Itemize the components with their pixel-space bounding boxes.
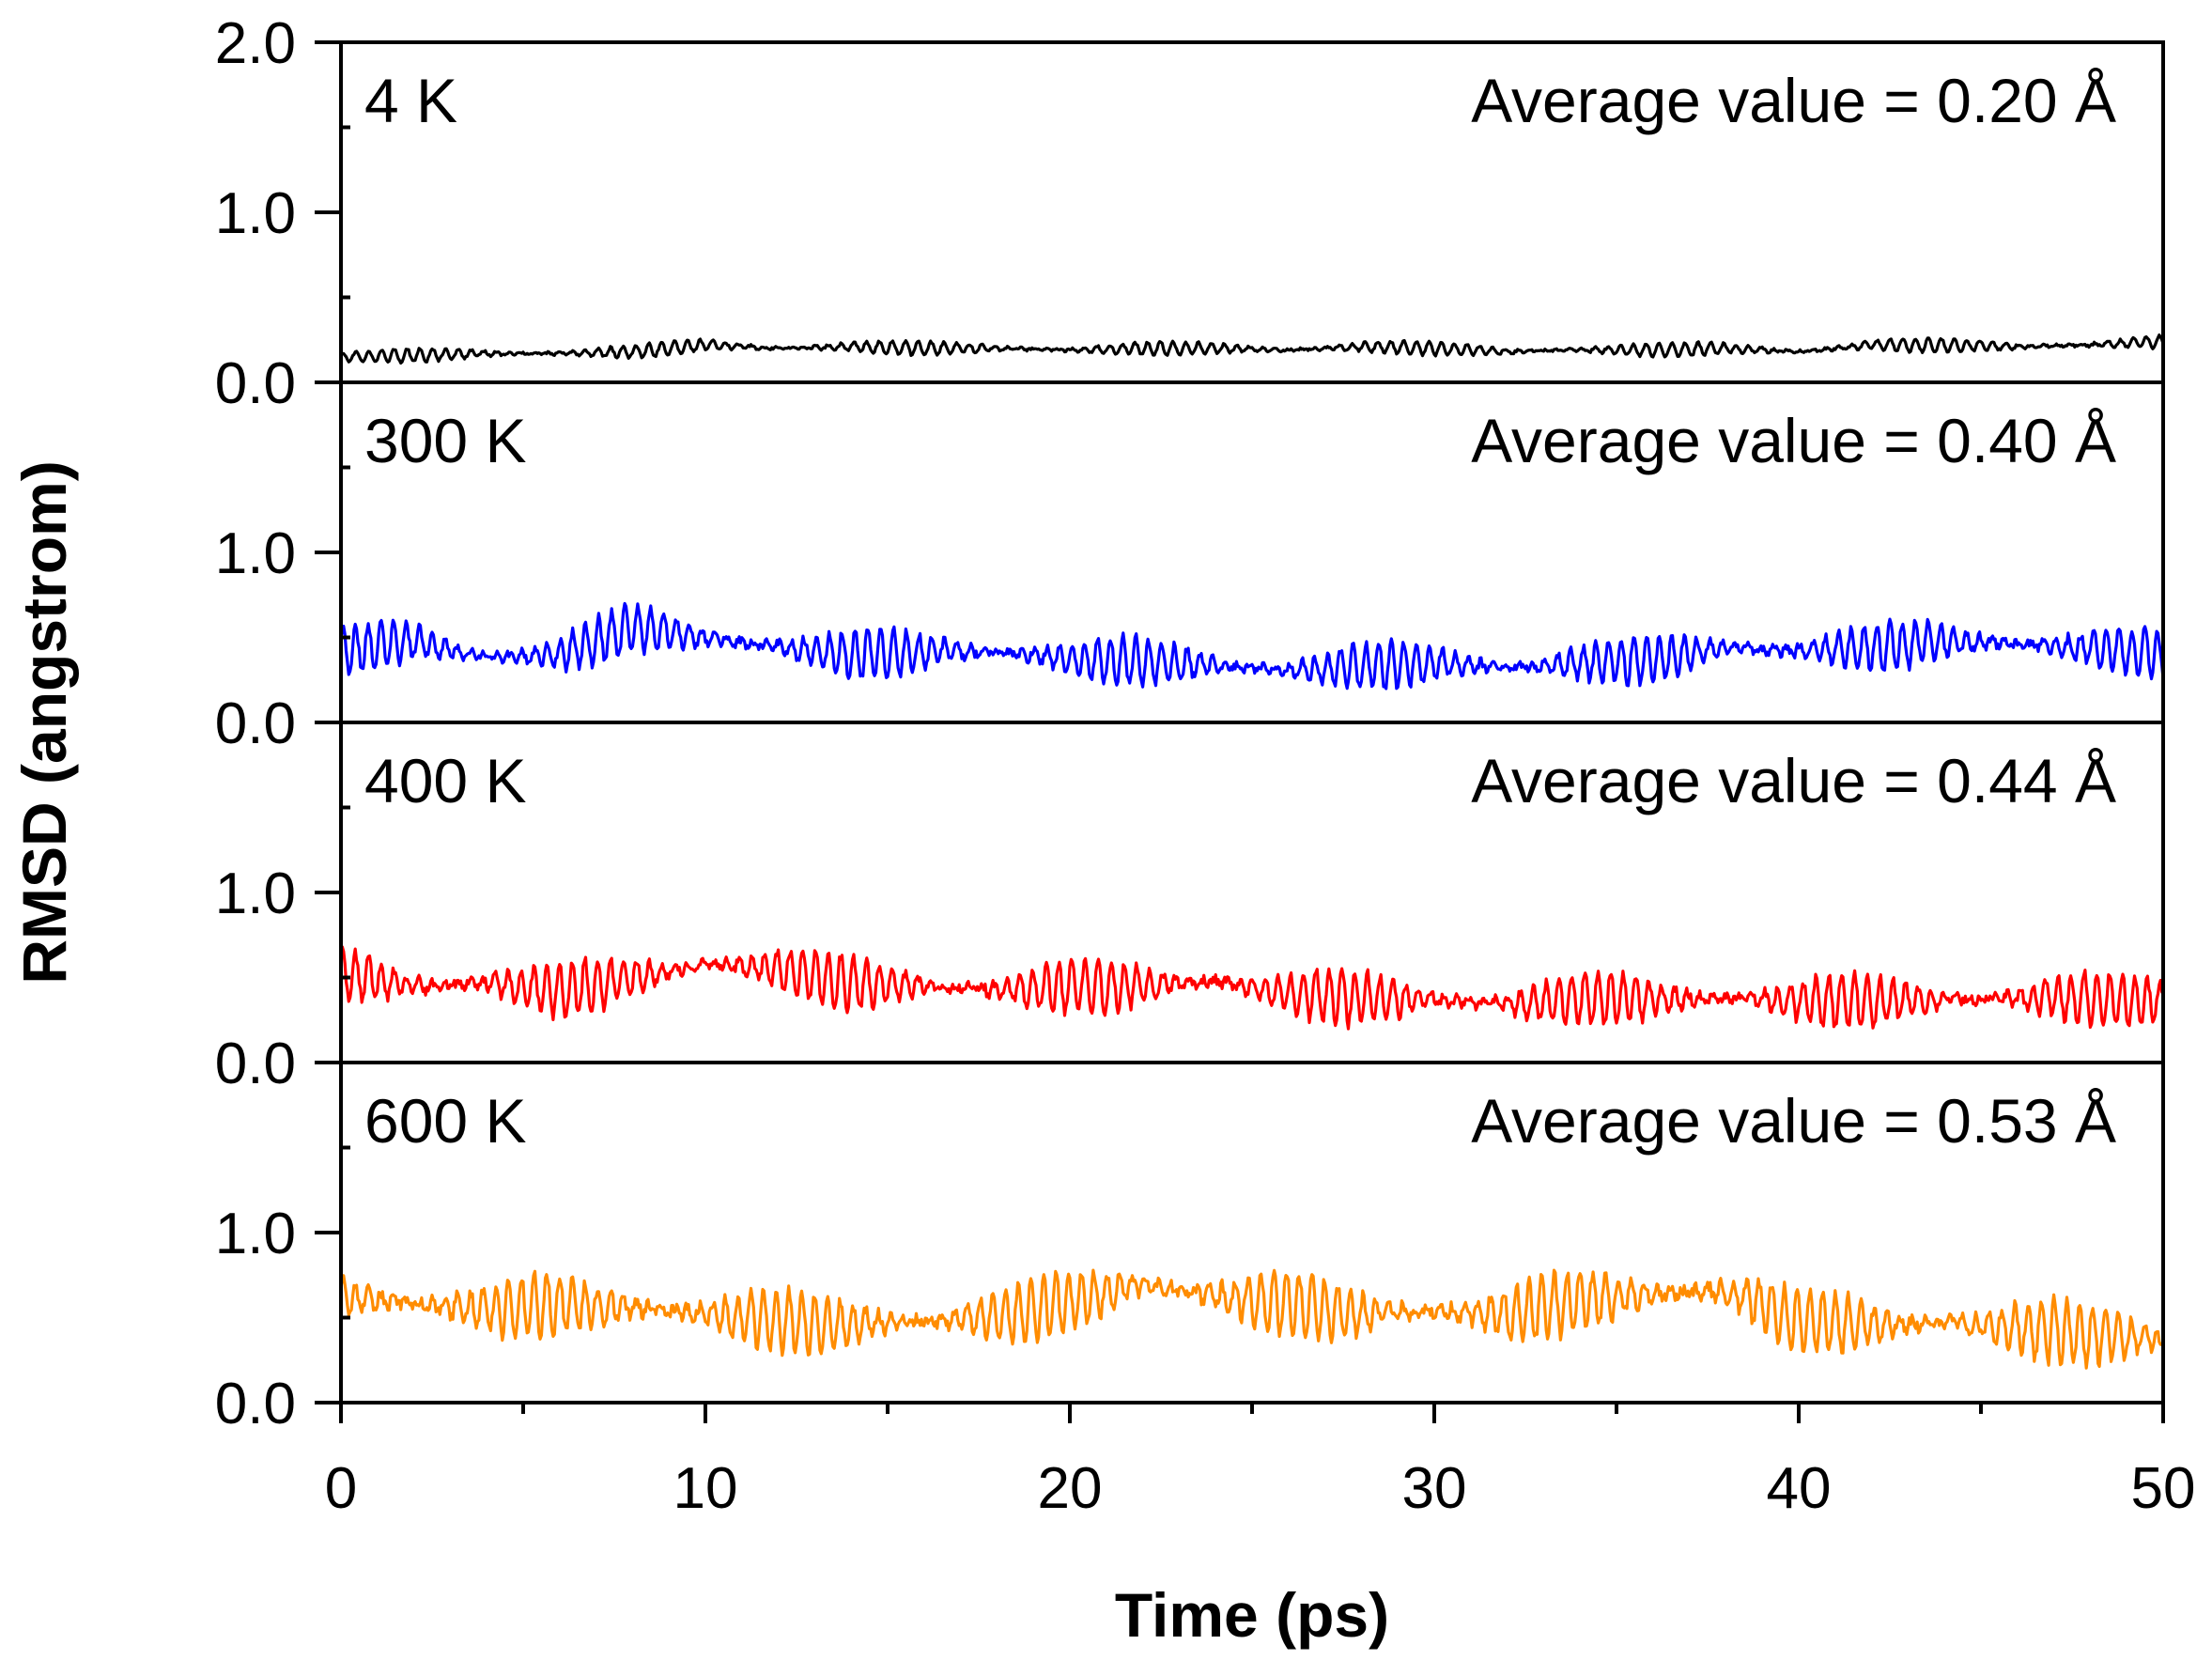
- average-value-label: Average value = 0.20 Å: [1471, 66, 2116, 135]
- y-tick-label: 0.0: [215, 351, 296, 416]
- panel-600k: 0.0 1.0 600 K Average value = 0.53 Å: [215, 1061, 2165, 1436]
- y-tick-label: 2.0: [215, 11, 296, 76]
- y-tick-label: 1.0: [215, 181, 296, 246]
- x-tick-label: 0: [325, 1456, 357, 1521]
- series-line-4k: [340, 334, 2165, 365]
- series-line-600k: [339, 1268, 2165, 1370]
- panel-4k: 0.0 1.0 2.0 4 K Average value = 0.20 Å: [215, 11, 2165, 416]
- average-value-label: Average value = 0.40 Å: [1471, 406, 2116, 475]
- x-tick-label: 50: [2131, 1456, 2196, 1521]
- y-tick-label: 1.0: [215, 1202, 296, 1266]
- y-tick-label: 0.0: [215, 1032, 296, 1096]
- temperature-label: 4 K: [364, 66, 457, 135]
- x-tick-label: 10: [673, 1456, 738, 1521]
- x-tick-label: 20: [1038, 1456, 1103, 1521]
- x-axis: 0 10 20 30 40 50: [325, 1403, 2196, 1521]
- temperature-label: 400 K: [364, 746, 526, 815]
- temperature-label: 300 K: [364, 406, 526, 475]
- x-axis-title: Time (ps): [1115, 1580, 1389, 1650]
- series-line-400k: [339, 945, 2165, 1031]
- series-line-300k: [340, 601, 2165, 691]
- temperature-label: 600 K: [364, 1086, 526, 1156]
- panels-group: 0.0 1.0 2.0 4 K Average value = 0.20 Å 0.0 1.0…: [215, 11, 2165, 1436]
- x-tick-label: 40: [1767, 1456, 1832, 1521]
- panel-300k: 0.0 1.0 300 K Average value = 0.40 Å: [215, 380, 2165, 756]
- y-tick-label: 1.0: [215, 861, 296, 926]
- y-tick-label: 1.0: [215, 521, 296, 586]
- x-tick-label: 30: [1402, 1456, 1467, 1521]
- y-axis-title: RMSD (angstrom): [9, 460, 79, 984]
- average-value-label: Average value = 0.44 Å: [1471, 746, 2116, 815]
- average-value-label: Average value = 0.53 Å: [1471, 1086, 2116, 1156]
- panel-400k: 0.0 1.0 400 K Average value = 0.44 Å: [215, 721, 2165, 1096]
- y-tick-label: 0.0: [215, 691, 296, 756]
- y-tick-label: 0.0: [215, 1372, 296, 1436]
